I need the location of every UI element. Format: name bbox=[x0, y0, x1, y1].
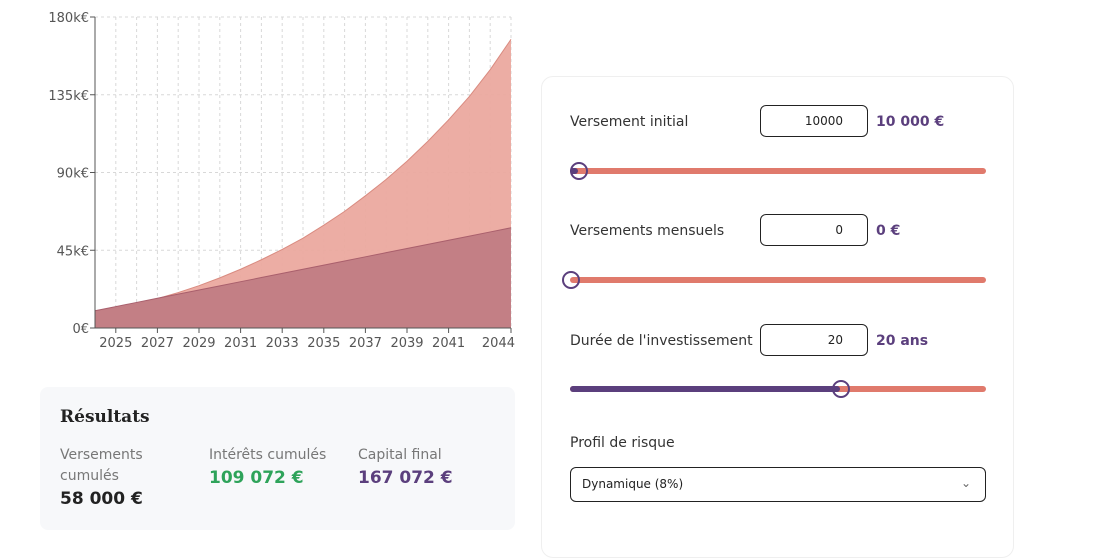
x-tick-label: 2031 bbox=[224, 336, 257, 351]
y-tick-label: 0€ bbox=[72, 322, 89, 337]
simulator-panel: Versement initial 10 000 € Versements me… bbox=[541, 76, 1014, 558]
initial-input[interactable] bbox=[760, 105, 868, 137]
x-tick-label: 2027 bbox=[141, 336, 174, 351]
x-tick-label: 2037 bbox=[349, 336, 382, 351]
versements-metric: Versements cumulés 58 000 € bbox=[60, 445, 180, 511]
interets-value: 109 072 € bbox=[209, 468, 304, 488]
capital-value: 167 072 € bbox=[358, 468, 453, 488]
initial-value: 10 000 € bbox=[876, 114, 945, 130]
duree-label: Durée de l'investissement bbox=[570, 333, 753, 349]
interets-metric: Intérêts cumulés 109 072 € bbox=[209, 445, 326, 490]
y-tick-label: 90k€ bbox=[57, 167, 89, 182]
mensuel-slider[interactable] bbox=[562, 271, 986, 289]
area-series-0 bbox=[95, 227, 511, 328]
profil-label: Profil de risque bbox=[570, 435, 675, 451]
x-tick-label: 2035 bbox=[307, 336, 340, 351]
slider-track bbox=[570, 277, 986, 283]
slider-fill bbox=[570, 386, 841, 392]
mensuel-label: Versements mensuels bbox=[570, 223, 725, 239]
slider-thumb[interactable] bbox=[562, 271, 580, 289]
duree-value: 20 ans bbox=[876, 333, 929, 349]
y-tick-label: 45k€ bbox=[57, 244, 89, 259]
risk-profile-value: Dynamique (8%) bbox=[582, 477, 684, 491]
x-tick-label: 2044 bbox=[482, 336, 515, 351]
x-tick-label: 2033 bbox=[266, 336, 299, 351]
initial-slider[interactable] bbox=[570, 162, 986, 180]
versements-label: Versements cumulés bbox=[60, 447, 143, 484]
mensuel-value: 0 € bbox=[876, 223, 901, 239]
x-tick-label: 2029 bbox=[182, 336, 215, 351]
duree-slider[interactable] bbox=[570, 380, 986, 398]
versements-value: 58 000 € bbox=[60, 489, 143, 509]
risk-profile-select[interactable]: Dynamique (8%) ⌄ bbox=[570, 467, 986, 502]
interets-label: Intérêts cumulés bbox=[209, 447, 327, 463]
y-tick-label: 180k€ bbox=[48, 11, 89, 26]
x-tick-label: 2025 bbox=[99, 336, 132, 351]
slider-thumb[interactable] bbox=[570, 162, 589, 180]
growth-chart: 0€ 45k€ 90k€ 135k€ 180k€ 2025 2027 2029 2031 2033… bbox=[48, 11, 515, 351]
duree-input[interactable] bbox=[760, 324, 868, 356]
results-card: Résultats Versements cumulés 58 000 € In… bbox=[40, 387, 515, 530]
capital-metric: Capital final 167 072 € bbox=[358, 445, 453, 490]
slider-track bbox=[570, 168, 986, 174]
results-title: Résultats bbox=[60, 407, 150, 427]
series-line-0 bbox=[94, 227, 512, 312]
slider-thumb[interactable] bbox=[832, 380, 851, 398]
x-tick-label: 2041 bbox=[432, 336, 465, 351]
capital-label: Capital final bbox=[358, 447, 442, 463]
initial-label: Versement initial bbox=[570, 114, 689, 130]
mensuel-input[interactable] bbox=[760, 214, 868, 246]
chevron-down-icon: ⌄ bbox=[960, 476, 971, 490]
y-tick-label: 135k€ bbox=[48, 89, 89, 104]
x-tick-label: 2039 bbox=[390, 336, 423, 351]
